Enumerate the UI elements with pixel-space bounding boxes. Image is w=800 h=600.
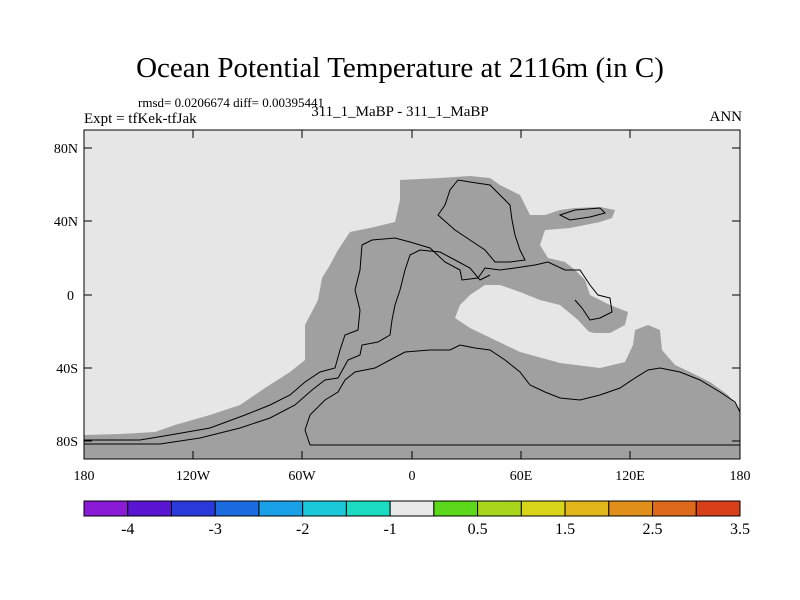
lon-label: 60E [510, 469, 533, 484]
lat-label: 0 [67, 289, 74, 304]
colorbar [83, 500, 741, 517]
contour-line [558, 207, 606, 221]
subtitle-label: 311_1_MaBP - 311_1_MaBP [311, 104, 489, 120]
lat-label: 40N [54, 215, 78, 230]
colorbar-label: 3.5 [730, 521, 750, 538]
lat-label: 80N [54, 142, 78, 157]
colorbar-swatch [214, 500, 260, 517]
colorbar-swatch [520, 500, 566, 517]
contour-line [84, 237, 613, 441]
lon-label: 60W [288, 469, 316, 484]
stats-label: rmsd= 0.0206674 diff= 0.00395441 [138, 95, 324, 110]
colorbar-label: -1 [383, 521, 396, 538]
colorbar-swatch [83, 500, 129, 517]
ocean-region [84, 176, 740, 459]
contour-line [304, 344, 741, 446]
colorbar-swatch [477, 500, 522, 517]
season-label: ANN [709, 109, 743, 125]
colorbar-label: 1.5 [555, 521, 575, 538]
lat-label: 80S [56, 435, 78, 450]
contour-line [84, 249, 491, 445]
colorbar-swatch [170, 500, 216, 517]
contour-lines [84, 179, 741, 446]
colorbar-swatch [652, 500, 697, 517]
colorbar-label: -3 [209, 521, 222, 538]
lon-label: 120W [176, 469, 211, 484]
colorbar-label: 0.5 [468, 521, 488, 538]
colorbar-swatch [608, 500, 654, 517]
experiment-label: Expt = tfKek-tfJak [84, 111, 197, 127]
colorbar-label: 2.5 [643, 521, 663, 538]
land-patch [460, 288, 622, 356]
lon-label: 120E [615, 469, 645, 484]
lat-label: 40S [56, 362, 78, 377]
chart-title: Ocean Potential Temperature at 2116m (in… [136, 52, 664, 84]
colorbar-swatch [345, 500, 391, 517]
contour-line [437, 179, 526, 263]
colorbar-swatch [564, 500, 610, 517]
colorbar-swatch [433, 500, 479, 517]
colorbar-swatch [258, 500, 304, 517]
lon-label: 0 [409, 469, 416, 484]
colorbar-swatch [302, 500, 347, 517]
colorbar-label: -2 [296, 521, 309, 538]
lon-label: 180 [74, 469, 95, 484]
colorbar-swatch [127, 500, 172, 517]
colorbar-label: -4 [121, 521, 134, 538]
colorbar-swatch [695, 500, 741, 517]
colorbar-labels: -4 -3 -2 -1 0.5 1.5 2.5 3.5 [121, 521, 750, 538]
colorbar-swatch [389, 500, 435, 517]
lat-ticks [84, 147, 740, 442]
lon-label: 180 [730, 469, 751, 484]
lon-ticks [83, 130, 741, 459]
